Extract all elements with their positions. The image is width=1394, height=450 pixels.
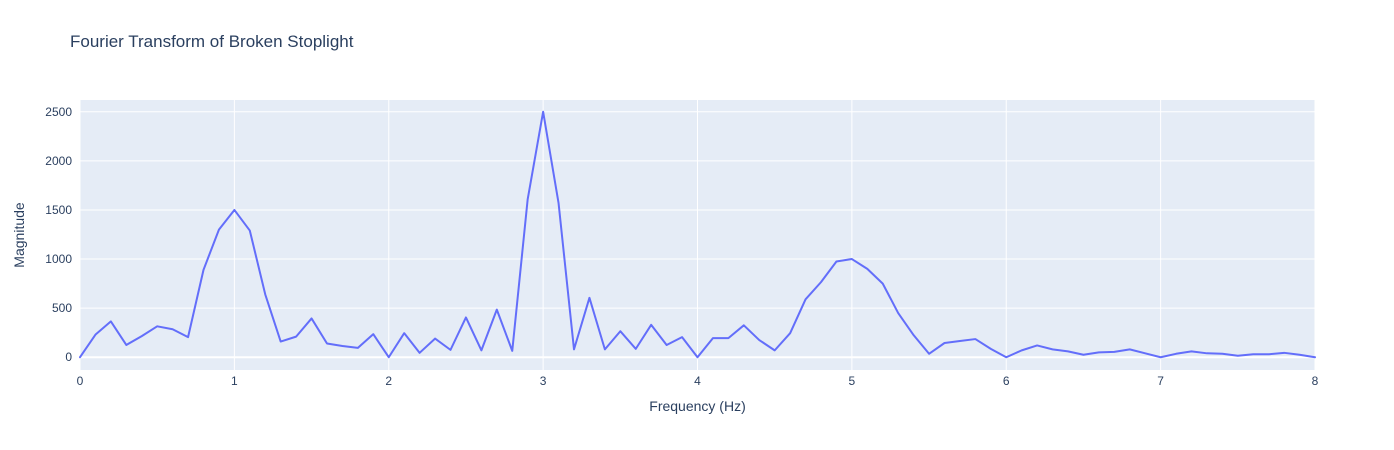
series-line-1 <box>79 110 1316 359</box>
x-axis-ticks: 0 1 2 3 4 5 6 7 8 <box>77 374 1319 388</box>
x-tick-label: 3 <box>540 374 547 388</box>
grid-lines <box>79 100 1316 370</box>
y-axis-ticks: 0 500 1000 1500 2000 2500 <box>45 105 72 364</box>
x-tick-label: 4 <box>694 374 701 388</box>
y-axis-title: Magnitude <box>11 202 27 268</box>
x-tick-label: 5 <box>849 374 856 388</box>
y-tick-label: 500 <box>52 301 72 315</box>
series-layer <box>79 110 1316 359</box>
x-tick-label: 2 <box>385 374 392 388</box>
x-tick-label: 1 <box>231 374 238 388</box>
y-tick-label: 1500 <box>45 203 72 217</box>
x-tick-label: 6 <box>1003 374 1010 388</box>
x-tick-label: 0 <box>77 374 84 388</box>
x-axis-title: Frequency (Hz) <box>649 398 745 414</box>
y-tick-label: 2500 <box>45 105 72 119</box>
x-tick-label: 7 <box>1157 374 1164 388</box>
y-tick-label: 0 <box>65 350 72 364</box>
y-tick-label: 1000 <box>45 252 72 266</box>
x-tick-label: 8 <box>1312 374 1319 388</box>
chart-title: Fourier Transform of Broken Stoplight <box>70 32 354 51</box>
y-tick-label: 2000 <box>45 154 72 168</box>
